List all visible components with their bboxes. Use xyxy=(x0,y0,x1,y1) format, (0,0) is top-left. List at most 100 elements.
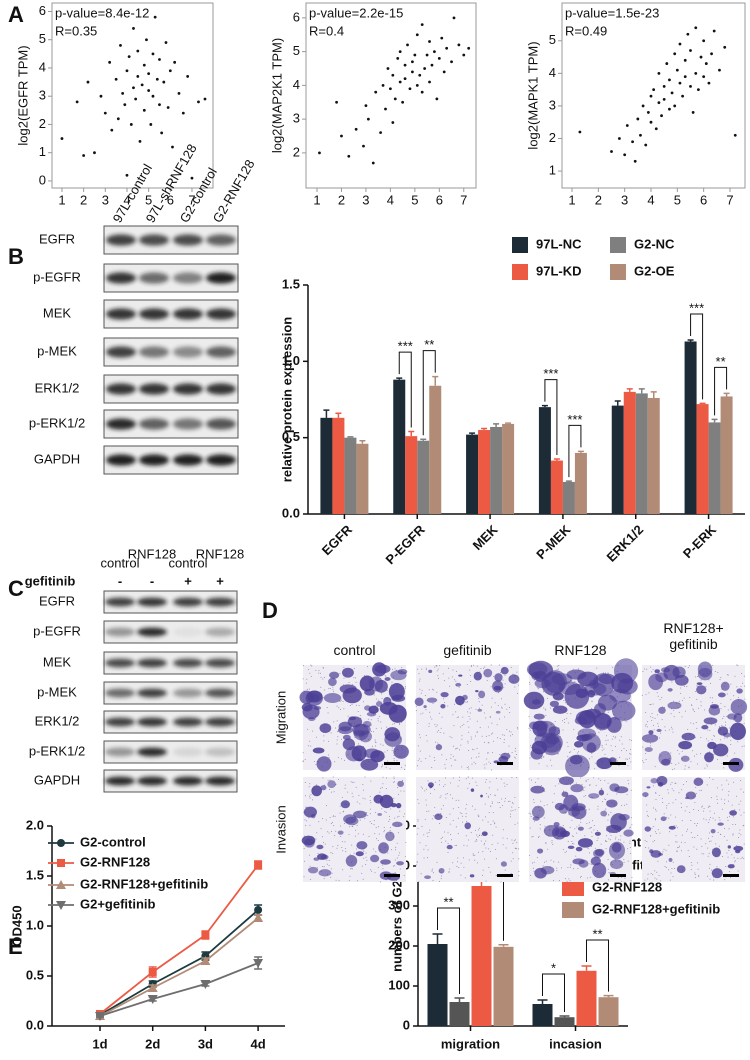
cell xyxy=(532,699,541,705)
cell xyxy=(678,740,693,750)
speck xyxy=(468,839,470,841)
speck xyxy=(726,716,728,718)
speck xyxy=(469,712,471,714)
cell xyxy=(730,698,748,715)
speck xyxy=(606,793,608,795)
speck xyxy=(623,747,625,749)
speck xyxy=(334,835,336,837)
speck xyxy=(303,876,305,878)
speck xyxy=(386,777,388,779)
point xyxy=(420,23,424,27)
speck xyxy=(645,725,647,727)
blot-band xyxy=(139,272,169,284)
cell xyxy=(693,777,704,786)
speck xyxy=(452,714,454,716)
speck xyxy=(394,849,396,851)
point xyxy=(393,97,397,101)
speck xyxy=(466,845,468,847)
speck xyxy=(696,793,698,795)
error-bar xyxy=(565,480,572,482)
speck xyxy=(484,767,486,769)
speck xyxy=(707,822,709,824)
speck xyxy=(681,834,683,836)
speck xyxy=(645,723,647,725)
blot-band xyxy=(173,688,203,698)
speck xyxy=(675,764,677,766)
blot-band xyxy=(139,418,169,430)
cell xyxy=(537,848,544,854)
blot-band xyxy=(105,717,135,727)
cell xyxy=(303,806,317,818)
error-bar xyxy=(650,391,657,398)
speck xyxy=(709,841,711,843)
cell xyxy=(313,857,320,861)
speck xyxy=(621,720,623,722)
speck xyxy=(389,827,391,829)
speck xyxy=(468,708,470,710)
speck xyxy=(545,842,547,844)
speck xyxy=(484,803,486,805)
scale-bar xyxy=(610,874,626,877)
speck xyxy=(465,816,467,818)
cell xyxy=(570,783,584,793)
cell xyxy=(593,713,612,731)
speck xyxy=(391,681,393,683)
point xyxy=(108,60,112,64)
speck xyxy=(394,817,396,819)
speck xyxy=(302,752,304,754)
marker xyxy=(254,906,263,914)
speck xyxy=(353,667,355,669)
y-tick-label: 4 xyxy=(293,77,300,92)
speck xyxy=(654,717,656,719)
speck xyxy=(692,708,694,710)
speck xyxy=(656,871,658,873)
speck xyxy=(452,745,454,747)
speck xyxy=(558,783,560,785)
speck xyxy=(570,751,572,753)
speck xyxy=(393,776,395,778)
cell xyxy=(572,858,585,865)
speck xyxy=(700,838,702,840)
point xyxy=(347,154,351,158)
speck xyxy=(556,867,558,869)
speck xyxy=(488,735,490,737)
speck xyxy=(328,832,330,834)
cell xyxy=(648,730,654,735)
speck xyxy=(743,858,745,860)
speck xyxy=(345,851,347,853)
speck xyxy=(589,852,591,854)
speck xyxy=(569,866,571,868)
speck xyxy=(533,802,535,804)
speck xyxy=(615,745,617,747)
speck xyxy=(388,820,390,822)
speck xyxy=(382,776,384,778)
speck xyxy=(588,808,590,810)
speck xyxy=(644,879,646,881)
speck xyxy=(489,781,491,783)
speck xyxy=(589,758,591,760)
speck xyxy=(518,807,520,809)
speck xyxy=(626,758,628,760)
point xyxy=(134,97,138,101)
speck xyxy=(675,816,677,818)
speck xyxy=(573,728,575,730)
speck xyxy=(374,739,376,741)
speck xyxy=(442,673,444,675)
speck xyxy=(478,752,480,754)
point xyxy=(631,140,634,144)
speck xyxy=(478,835,480,837)
significance-label: *** xyxy=(543,366,558,381)
blot-band xyxy=(106,454,136,466)
blot-band xyxy=(206,454,236,466)
speck xyxy=(556,669,558,671)
cell xyxy=(657,781,664,787)
speck xyxy=(737,870,739,872)
point xyxy=(166,106,170,109)
speck xyxy=(562,729,564,731)
speck xyxy=(385,766,387,768)
legend-label: G2-RNF128+gefitinib xyxy=(80,876,208,891)
blot-band xyxy=(139,383,169,395)
speck xyxy=(485,793,487,795)
cell xyxy=(596,757,613,770)
error-bar xyxy=(396,377,403,380)
